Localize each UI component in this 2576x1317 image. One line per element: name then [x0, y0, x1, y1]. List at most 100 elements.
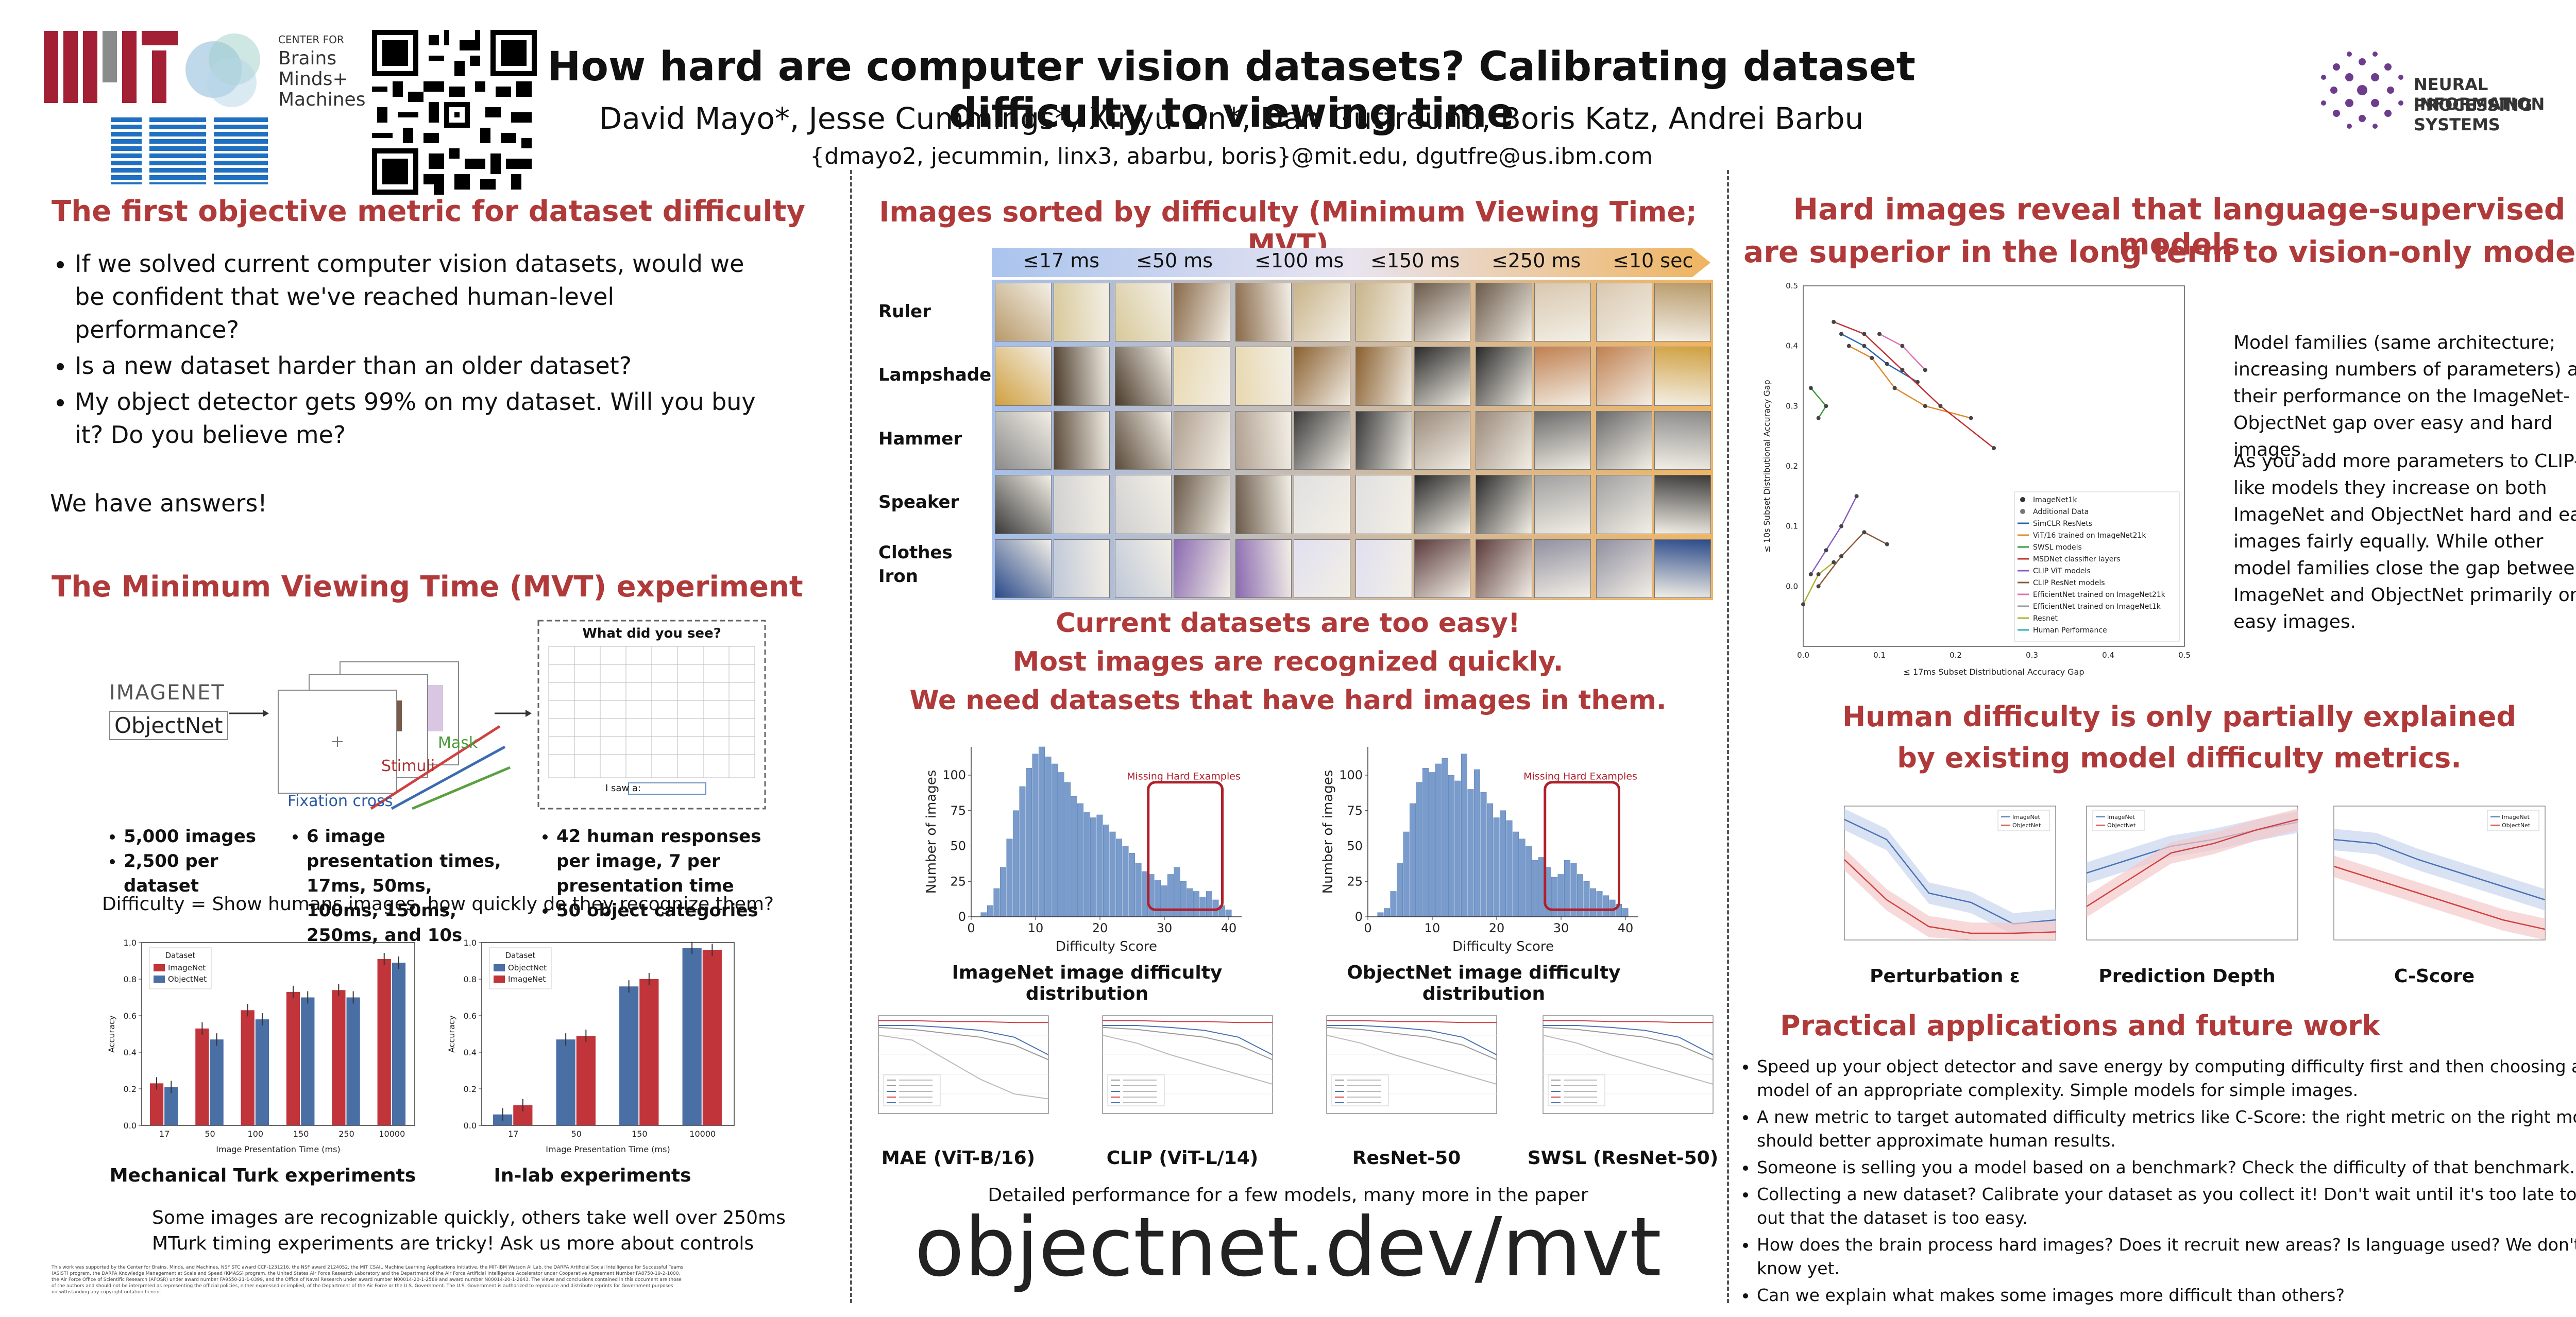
metric-line — [1844, 859, 2056, 934]
project-url[interactable]: objectnet.dev/mvt — [914, 1200, 1662, 1295]
model-accuracy-plot — [878, 1015, 1049, 1114]
thumbnail — [1235, 347, 1292, 406]
cbmm-line: Minds+ — [278, 69, 348, 90]
model-point — [1969, 416, 1973, 420]
legend-swatch — [494, 964, 505, 971]
legend-label: ObjectNet — [2502, 822, 2531, 829]
model-point — [1892, 386, 1897, 390]
row-label: Speaker — [878, 492, 959, 512]
y-tick-label: 100 — [1339, 768, 1363, 782]
callout-line: We need datasets that have hard images i… — [909, 685, 1667, 716]
mvt-label: ≤250 ms — [1492, 249, 1581, 272]
response-question: What did you see? — [582, 626, 721, 641]
bar — [682, 948, 702, 1125]
thumbnail — [1355, 475, 1412, 534]
legend-label: ImageNet — [2012, 814, 2040, 820]
mvt-label: ≤100 ms — [1255, 249, 1344, 272]
thumbnail — [995, 539, 1052, 598]
cbmm-line: CENTER FOR — [278, 33, 344, 46]
model-caption: SWSL (ResNet-50) — [1527, 1148, 1719, 1169]
histogram-bar — [1193, 891, 1199, 917]
legend-label: EfficientNet trained on ImageNet21k — [2033, 591, 2166, 599]
thumbnail — [1355, 411, 1412, 470]
model-caption: ResNet-50 — [1352, 1148, 1461, 1169]
thumbnail — [1294, 539, 1350, 598]
x-tick-label: 150 — [632, 1129, 648, 1139]
histogram-bar — [1564, 860, 1570, 917]
metric-line — [2333, 839, 2546, 901]
stat-item: 6 image presentation times, 17ms, 50ms, … — [307, 824, 507, 948]
histogram-bar — [1135, 863, 1142, 917]
bar — [702, 950, 722, 1125]
thumbnail — [1053, 539, 1110, 598]
model-point — [1832, 560, 1836, 565]
histogram-bar — [1161, 885, 1167, 917]
histogram-bar — [1397, 863, 1403, 917]
thumbnail — [1355, 539, 1412, 598]
thumbnail — [1414, 539, 1471, 598]
legend-box — [1997, 810, 2050, 831]
section-title: Hard images reveal that language-supervi… — [1793, 192, 2566, 262]
thumbnail — [1596, 539, 1653, 598]
thumbnail — [1053, 283, 1110, 342]
y-tick-label: 0 — [1355, 910, 1363, 924]
bullet-item: Is a new dataset harder than an older da… — [75, 349, 760, 382]
y-axis-label: Accuracy — [447, 1015, 456, 1053]
callout-line: Most images are recognized quickly. — [1012, 646, 1564, 677]
thumbnail — [1115, 283, 1172, 342]
model-point — [1885, 362, 1889, 366]
thumbnail — [995, 411, 1052, 470]
thumbnail — [1235, 475, 1292, 534]
difficulty-image-grid — [992, 280, 1713, 600]
author-emails: {dmayo2, jecummin, linx3, abarbu, boris}… — [810, 143, 1653, 169]
confidence-band — [2334, 829, 2545, 911]
histogram-bar — [1422, 768, 1429, 917]
bar — [301, 997, 315, 1125]
type-prompt: I saw a: — [605, 783, 641, 794]
model-point — [1816, 416, 1821, 420]
y-tick-label: 50 — [950, 839, 966, 853]
y-tick-label: 0.6 — [124, 1011, 137, 1021]
model-line — [878, 1027, 1049, 1061]
neurips-text: PROCESSING SYSTEMS — [2414, 95, 2533, 134]
x-tick-label: 10000 — [379, 1129, 405, 1139]
model-line — [1102, 1035, 1273, 1085]
legend-label: CLIP ViT models — [2033, 567, 2091, 575]
section-title: are superior in the long term to vision-… — [1743, 234, 2576, 269]
section-title: Images sorted by difficulty (Minimum Vie… — [879, 196, 1697, 261]
bullet-item: Collecting a new dataset? Calibrate your… — [1757, 1183, 2576, 1230]
histogram-bar — [1435, 763, 1442, 917]
histogram-bar — [1006, 839, 1013, 917]
thumbnail — [995, 347, 1052, 406]
histogram-bar — [1429, 772, 1435, 917]
histogram-bar — [1109, 831, 1116, 917]
metric-plot: ImageNet ObjectNet — [2333, 806, 2546, 940]
x-tick-label: 0.3 — [2026, 651, 2038, 660]
histogram-bar — [1013, 810, 1019, 917]
x-tick-label: 250 — [338, 1129, 354, 1139]
thumbnail — [1355, 347, 1412, 406]
model-point — [1808, 386, 1813, 390]
poster-title: How hard are computer vision datasets? C… — [547, 44, 1916, 136]
legend-label: Human Performance — [2033, 626, 2107, 635]
objectnet-logo: ObjectNet — [109, 711, 228, 740]
inlab-accuracy-chart: 0.0 0.2 0.4 0.6 0.8 1.0 Accuracy 17 50 150 10000 Im… — [447, 938, 735, 1154]
legend-label: ObjectNet — [508, 963, 547, 972]
model-point — [1824, 404, 1828, 408]
model-caption: CLIP (ViT-L/14) — [1106, 1148, 1259, 1169]
bullet-item: Someone is selling you a model based on … — [1757, 1156, 2576, 1179]
mvt-label: ≤10 sec — [1613, 249, 1693, 272]
trial-sequence — [229, 620, 766, 810]
y-tick-label: 0.2 — [1786, 461, 1798, 471]
neurips-logo: NEURAL INFORMATION PROCESSING SYSTEMS — [2313, 46, 2576, 134]
imagenet-difficulty-histogram: 0 10 20 30 40 0 25 50 75 100 Difficulty Score Numbe… — [924, 746, 1242, 954]
y-axis-label: Accuracy — [107, 1015, 116, 1053]
thumbnail — [1174, 347, 1230, 406]
metric-caption: Prediction Depth — [2098, 966, 2276, 987]
thumbnail — [1414, 475, 1471, 534]
thumbnail — [1476, 283, 1532, 342]
histogram-bar — [1122, 846, 1129, 917]
y-tick-label: 0.4 — [124, 1048, 137, 1057]
histogram-bar — [980, 912, 987, 917]
histogram-bar — [1155, 880, 1161, 917]
